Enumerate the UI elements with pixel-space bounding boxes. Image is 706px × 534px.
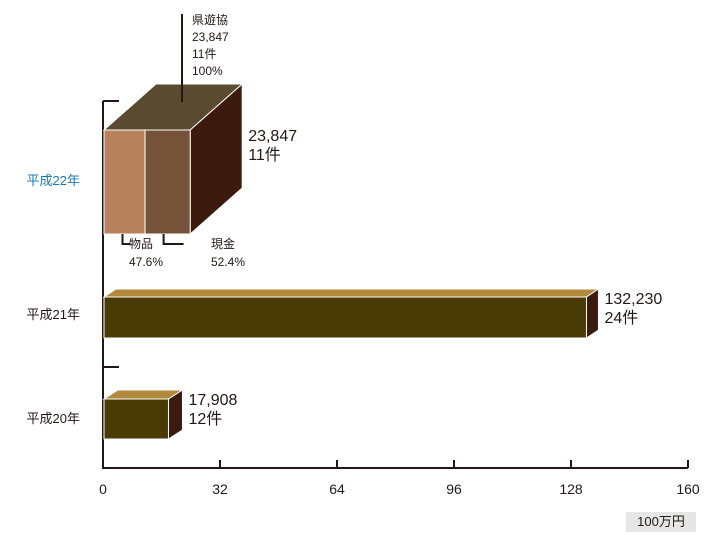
segment-callout-line	[162, 234, 184, 245]
bar-side-face	[585, 288, 599, 339]
bar-count-label: 11件	[248, 146, 281, 164]
bar-amount-label: 23,847	[248, 128, 297, 145]
top-note-count: 11件	[192, 47, 216, 61]
unit-label: 100万円	[626, 512, 696, 532]
bar	[103, 398, 169, 440]
x-tick-label: 64	[329, 481, 345, 497]
bar-amount-label: 17,908	[188, 392, 237, 409]
category-label: 平成21年	[27, 307, 80, 322]
bar-side-face	[167, 389, 183, 440]
x-tick-label: 160	[676, 481, 700, 497]
x-tick-label: 0	[99, 481, 107, 497]
top-note-org: 県遊協	[192, 12, 228, 27]
segment-percent-goods: 47.6%	[129, 255, 163, 269]
x-tick-label: 96	[446, 481, 462, 497]
bar-top-face	[102, 288, 601, 298]
segment-percent-cash: 52.4%	[211, 255, 245, 269]
top-note-amount: 23,847	[192, 30, 229, 44]
bar-segment-goods	[103, 129, 146, 235]
top-note-percent: 100%	[192, 64, 223, 78]
category-label: 平成22年	[27, 173, 80, 188]
segment-name-cash: 現金	[211, 236, 235, 251]
segment-name-goods: 物品	[129, 237, 153, 251]
bar-count-label: 12件	[188, 410, 222, 428]
bar-amount-label: 132,230	[604, 291, 662, 308]
bar-segment-cash	[144, 129, 191, 235]
x-tick-label: 32	[212, 481, 228, 497]
bar	[103, 296, 587, 339]
bar-count-label: 24件	[604, 309, 638, 327]
segment-callout-line	[121, 234, 131, 245]
category-label: 平成20年	[27, 411, 80, 426]
x-tick-label: 128	[559, 481, 583, 497]
